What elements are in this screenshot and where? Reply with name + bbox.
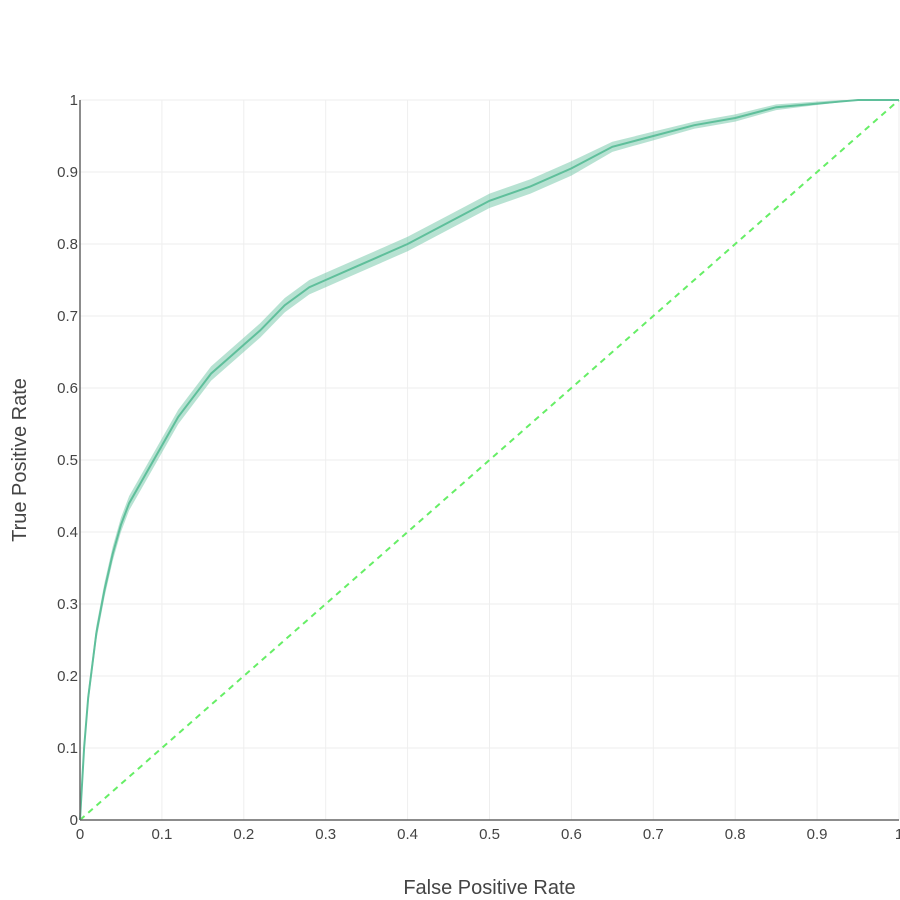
y-tick-label: 0.6 (57, 380, 78, 397)
x-axis-title: False Positive Rate (403, 877, 575, 899)
chance-diagonal-line (79, 99, 900, 821)
x-tick-label: 0 (76, 826, 84, 843)
y-tick-label: 0.5 (57, 452, 78, 469)
y-tick-label: 0.2 (57, 668, 78, 685)
y-tick-label: 0.1 (57, 740, 78, 757)
x-tick-label: 0.4 (397, 826, 418, 843)
x-tick-label: 1 (895, 826, 900, 843)
y-tick-label: 0.9 (57, 164, 78, 181)
y-tick-label: 0.8 (57, 236, 78, 253)
y-tick-label: 0.7 (57, 308, 78, 325)
y-tick-label: 0 (70, 812, 78, 829)
y-tick-label: 0.3 (57, 596, 78, 613)
x-tick-label: 0.7 (643, 826, 664, 843)
y-axis-title: True Positive Rate (9, 378, 31, 542)
y-tick-label: 0.4 (57, 524, 78, 541)
x-tick-label: 0.2 (233, 826, 254, 843)
roc-curve-line (79, 99, 899, 821)
x-tick-label: 0.8 (725, 826, 746, 843)
y-tick-label: 1 (70, 92, 78, 109)
x-tick-label: 0.3 (315, 826, 336, 843)
x-tick-label: 0.9 (807, 826, 828, 843)
x-tick-label: 0.1 (151, 826, 172, 843)
x-tick-label: 0.6 (561, 826, 582, 843)
x-tick-labels: 0 0.1 0.2 0.3 0.4 0.5 0.6 0.7 0.8 0.9 1 (76, 826, 900, 843)
y-tick-labels: 0 0.1 0.2 0.3 0.4 0.5 0.6 0.7 0.8 0.9 1 (57, 92, 78, 829)
x-tick-label: 0.5 (479, 826, 500, 843)
